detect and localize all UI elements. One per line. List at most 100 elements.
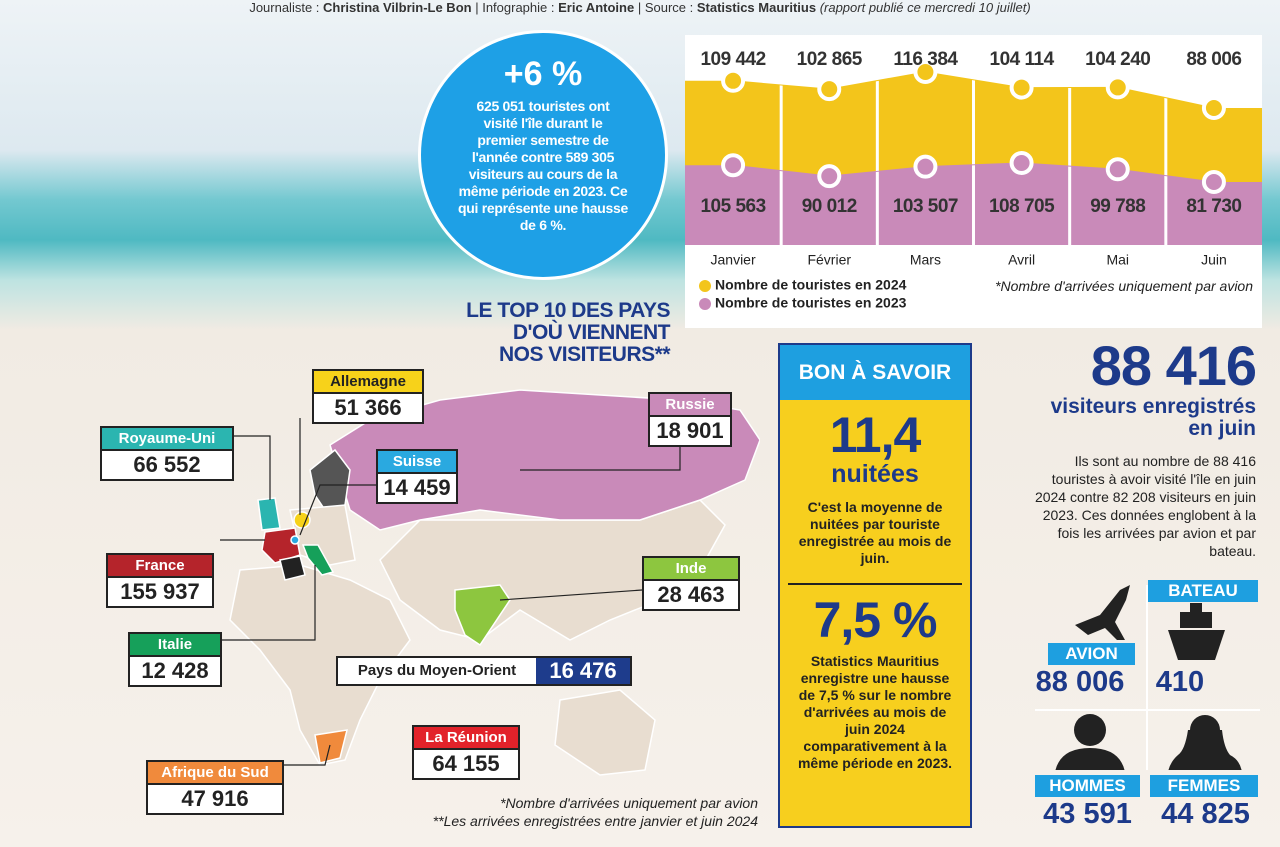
country-box: Royaume-Uni 66 552 bbox=[100, 426, 234, 481]
title-line: LE TOP 10 DES PAYS bbox=[466, 299, 670, 322]
country-value: 64 155 bbox=[412, 748, 520, 780]
country-name: Afrique du Sud bbox=[146, 760, 284, 783]
x-tick-label: Juin bbox=[1201, 252, 1227, 268]
country-box: Allemagne 51 366 bbox=[312, 369, 424, 424]
june-text: Ils sont au nombre de 88 416 touristes à… bbox=[1034, 453, 1256, 559]
value-label: 90 012 bbox=[802, 196, 857, 217]
data-point bbox=[913, 154, 938, 179]
man-icon bbox=[1074, 714, 1106, 746]
value-label: 88 006 bbox=[1186, 49, 1241, 70]
country-box: Afrique du Sud 47 916 bbox=[146, 760, 284, 815]
series-line bbox=[733, 71, 1215, 109]
country-box: France 155 937 bbox=[106, 553, 214, 608]
legend-label: Nombre de touristes en 2024 bbox=[715, 277, 907, 293]
breakdown-value: 88 006 bbox=[1035, 666, 1125, 698]
country-name: Suisse bbox=[376, 449, 458, 472]
connectors bbox=[220, 418, 681, 766]
country-value: 18 901 bbox=[648, 415, 732, 447]
country-box: Italie 12 428 bbox=[128, 632, 222, 687]
breakdown-value: 410 bbox=[1155, 666, 1205, 698]
country-value: 66 552 bbox=[100, 449, 234, 481]
footnotes: *Nombre d'arrivées uniquement par avion … bbox=[380, 794, 758, 830]
man-icon bbox=[1055, 748, 1125, 770]
value-label: 103 507 bbox=[893, 196, 958, 217]
data-point bbox=[817, 164, 842, 189]
credit-label: | Infographie : bbox=[475, 0, 555, 15]
value-label: 102 865 bbox=[797, 49, 863, 70]
germany bbox=[293, 511, 311, 529]
breakdown-value: 43 591 bbox=[1043, 798, 1132, 830]
data-point bbox=[817, 77, 842, 102]
value-label: 81 730 bbox=[1186, 196, 1241, 217]
country-value: 12 428 bbox=[128, 655, 222, 687]
title-line: D'OÙ VIENNENT bbox=[512, 321, 671, 344]
data-point bbox=[721, 153, 746, 178]
credits: Journaliste : Christina Vilbrin-Le Bon |… bbox=[0, 0, 1280, 15]
highlight-bubble: +6 % 625 051 touristes ont visité l'île … bbox=[418, 30, 668, 280]
credit-name: Statistics Mauritius bbox=[696, 0, 817, 15]
country-value: 14 459 bbox=[376, 472, 458, 504]
country-box: Pays du Moyen-Orient 16 476 bbox=[336, 656, 632, 686]
uk bbox=[257, 497, 281, 531]
heading: BON À SAVOIR bbox=[780, 345, 970, 400]
plane-icon bbox=[1075, 585, 1130, 640]
x-tick-label: Avril bbox=[1008, 252, 1035, 268]
country-value: 28 463 bbox=[642, 579, 740, 611]
country-name: La Réunion bbox=[412, 725, 520, 748]
june-subtitle: visiteurs enregistrés bbox=[1050, 395, 1256, 418]
good-to-know: BON À SAVOIR 11,4 nuitées C'est la moyen… bbox=[778, 343, 972, 828]
country-name: France bbox=[106, 553, 214, 576]
x-tick-label: Mars bbox=[910, 252, 941, 268]
value-label: 108 705 bbox=[989, 196, 1055, 217]
stat-text: Statistics Mauritius enregistre une haus… bbox=[797, 653, 953, 771]
value-label: 104 114 bbox=[990, 49, 1055, 70]
india bbox=[454, 584, 511, 647]
data-point bbox=[1201, 96, 1226, 120]
breakdown-label: FEMMES bbox=[1150, 775, 1258, 797]
series-line bbox=[733, 162, 1214, 183]
country-box: Inde 28 463 bbox=[642, 556, 740, 611]
country-box: Russie 18 901 bbox=[648, 392, 732, 447]
switzerland bbox=[290, 535, 300, 545]
country-value: 47 916 bbox=[146, 783, 284, 815]
icons bbox=[1035, 585, 1260, 770]
data-point bbox=[1009, 151, 1034, 175]
africa bbox=[229, 564, 411, 766]
title-line: NOS VISITEURS** bbox=[498, 343, 671, 366]
legend-swatch bbox=[699, 280, 711, 292]
data-point bbox=[1009, 75, 1034, 100]
south-africa bbox=[314, 729, 349, 764]
credit-name: Eric Antoine bbox=[558, 0, 635, 15]
footnote: **Les arrivées enregistrées entre janvie… bbox=[432, 813, 758, 829]
ship-icon bbox=[1168, 603, 1225, 660]
stat: 11,4 bbox=[829, 407, 922, 463]
data-point bbox=[1201, 170, 1226, 194]
value-label: 105 563 bbox=[700, 196, 765, 217]
country-name: Italie bbox=[128, 632, 222, 655]
x-tick-label: Janvier bbox=[711, 252, 756, 268]
credit-label: | Source : bbox=[637, 0, 694, 15]
stat: 7,5 % bbox=[813, 592, 938, 648]
breakdown-label: AVION bbox=[1048, 643, 1135, 665]
credit-label: Journaliste : bbox=[249, 0, 320, 15]
country-name: Pays du Moyen-Orient bbox=[338, 658, 536, 684]
country-name: Royaume-Uni bbox=[100, 426, 234, 449]
bubble-headline: +6 % bbox=[503, 55, 583, 93]
country-value: 16 476 bbox=[536, 658, 630, 684]
value-label: 109 442 bbox=[700, 49, 765, 70]
top10-title: LE TOP 10 DES PAYS D'OÙ VIENNENT NOS VIS… bbox=[420, 300, 670, 366]
bubble-text: 625 051 touristes ont visité l'île duran… bbox=[458, 98, 628, 233]
value-label: 104 240 bbox=[1085, 49, 1150, 70]
data-point bbox=[1105, 75, 1130, 100]
iberia bbox=[279, 555, 306, 581]
monthly-chart: 109 442 102 865 116 384 104 114 104 240 88 00… bbox=[685, 35, 1262, 328]
credit-note: (rapport publié ce mercredi 10 juillet) bbox=[819, 0, 1031, 15]
data-point bbox=[913, 60, 938, 84]
x-tick-label: Mai bbox=[1106, 252, 1129, 268]
divider bbox=[788, 583, 962, 585]
country-value: 51 366 bbox=[312, 392, 424, 424]
chart-note: *Nombre d'arrivées uniquement par avion bbox=[995, 278, 1253, 294]
breakdown-value: 44 825 bbox=[1161, 798, 1250, 830]
june-total: 88 416 bbox=[1090, 334, 1257, 397]
breakdown-label: BATEAU bbox=[1148, 580, 1258, 602]
